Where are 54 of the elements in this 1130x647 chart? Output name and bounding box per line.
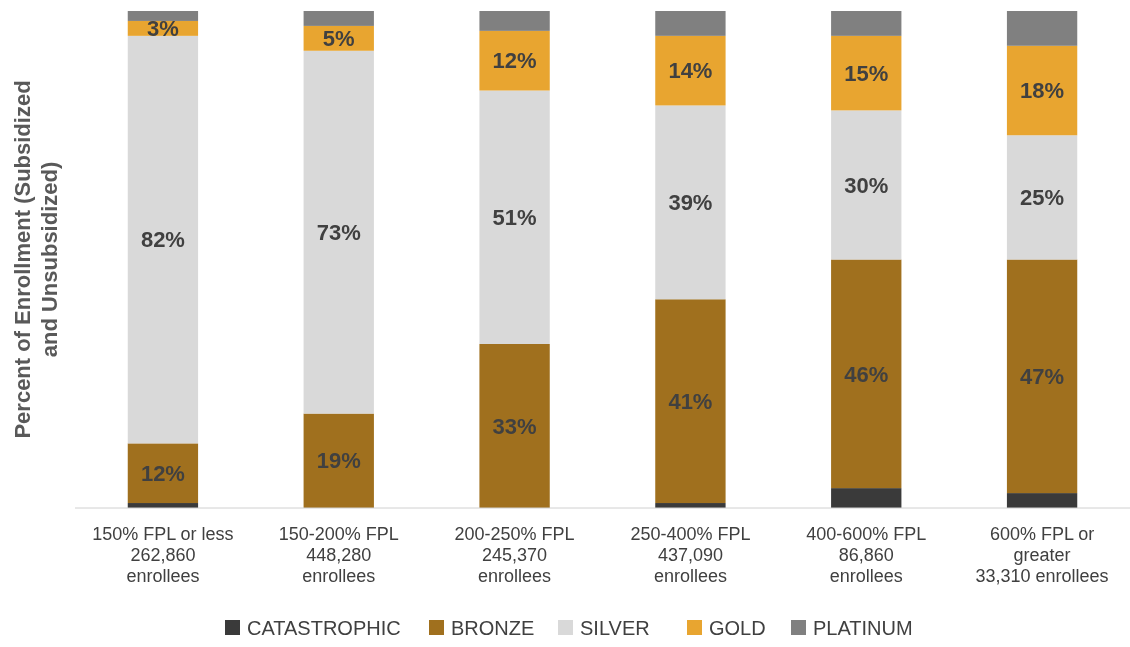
- legend-label: CATASTROPHIC: [247, 617, 401, 639]
- bar: [1006, 493, 1078, 508]
- x-tick-label: 600% FPL or greater 33,310 enrollees: [975, 524, 1109, 586]
- bar: [127, 11, 199, 21]
- data-label: 73%: [316, 219, 361, 245]
- data-label: 33%: [492, 413, 537, 439]
- x-tick-label: 150% FPL or less 262,860 enrollees: [92, 524, 234, 586]
- bar: [831, 35, 902, 111]
- bar: [831, 11, 902, 36]
- data-label: 46%: [844, 361, 889, 387]
- bar: [479, 343, 550, 508]
- bar: [303, 11, 374, 26]
- data-label: 12%: [492, 48, 537, 74]
- y-axis-title: Percent of Enrollment (Subsidized and Unsubsidized): [10, 80, 62, 439]
- data-label: 12%: [140, 460, 185, 486]
- data-label: 25%: [1020, 185, 1065, 211]
- x-tick-label: 400-600% FPL 86,860 enrollees: [806, 524, 927, 586]
- bar: [831, 259, 902, 489]
- bar: [1006, 259, 1078, 494]
- bar: [1006, 11, 1078, 46]
- legend-label: SILVER: [580, 617, 650, 639]
- x-tick-label: 200-250% FPL 245,370 enrollees: [454, 524, 575, 586]
- legend-label: GOLD: [709, 617, 766, 639]
- bar: [303, 50, 374, 414]
- bar: [1006, 135, 1078, 260]
- legend-label: BRONZE: [451, 617, 535, 639]
- data-label: 15%: [844, 60, 889, 86]
- data-label: 30%: [844, 172, 889, 198]
- data-label: 5%: [322, 26, 355, 52]
- bar: [831, 488, 902, 508]
- legend-label: PLATINUM: [813, 617, 913, 639]
- bar: [127, 443, 199, 504]
- data-label: 39%: [668, 190, 713, 216]
- bar: [479, 30, 550, 91]
- bar: [479, 11, 550, 31]
- data-label: 82%: [140, 227, 185, 253]
- data-label: 41%: [668, 388, 713, 414]
- x-tick-label: 150-200% FPL 448,280 enrollees: [278, 524, 399, 586]
- bar: [655, 11, 726, 36]
- data-label: 51%: [492, 204, 537, 230]
- bar: [655, 105, 726, 300]
- data-label: 3%: [147, 16, 179, 42]
- bar: [479, 90, 550, 344]
- bar: [127, 35, 199, 444]
- bar: [303, 413, 374, 508]
- data-label: 47%: [1020, 364, 1065, 389]
- bar: [831, 110, 902, 260]
- data-label: 14%: [668, 58, 713, 84]
- bar: [1006, 45, 1078, 136]
- data-label: 18%: [1020, 78, 1065, 104]
- x-tick-label: 250-400% FPL 437,090 enrollees: [630, 524, 751, 586]
- bar: [655, 299, 726, 504]
- bar: [655, 35, 726, 106]
- data-label: 19%: [316, 448, 361, 474]
